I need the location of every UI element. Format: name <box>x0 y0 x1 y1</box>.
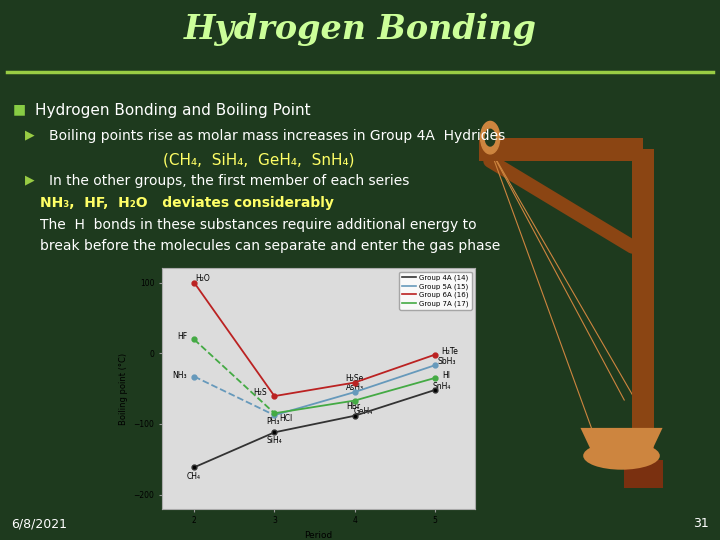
Text: The  H  bonds in these substances require additional energy to: The H bonds in these substances require … <box>40 218 476 232</box>
X-axis label: Period: Period <box>305 531 333 540</box>
Text: ■: ■ <box>13 103 26 117</box>
Y-axis label: Boiling point (°C): Boiling point (°C) <box>119 353 128 424</box>
Text: SbH₃: SbH₃ <box>438 357 456 366</box>
Text: ▶: ▶ <box>25 174 35 187</box>
Text: H₂Se: H₂Se <box>346 374 364 383</box>
Text: H₂O: H₂O <box>195 274 210 283</box>
Text: HBr: HBr <box>346 402 360 411</box>
Text: In the other groups, the first member of each series: In the other groups, the first member of… <box>49 174 410 188</box>
Text: H₂Te: H₂Te <box>441 347 458 355</box>
Text: 6/8/2021: 6/8/2021 <box>11 517 67 530</box>
Circle shape <box>485 129 495 146</box>
Text: AsH₃: AsH₃ <box>346 383 364 393</box>
Text: HCl: HCl <box>279 414 292 423</box>
Text: Boiling points rise as molar mass increases in Group 4A  Hydrides: Boiling points rise as molar mass increa… <box>49 129 505 143</box>
Circle shape <box>480 122 500 154</box>
Polygon shape <box>580 428 662 451</box>
Text: Hydrogen Bonding: Hydrogen Bonding <box>184 14 536 46</box>
FancyBboxPatch shape <box>480 138 644 161</box>
Text: NH₃: NH₃ <box>172 370 187 380</box>
Text: PH₃: PH₃ <box>266 417 279 426</box>
Legend: Group 4A (14), Group 5A (15), Group 6A (16), Group 7A (17): Group 4A (14), Group 5A (15), Group 6A (… <box>400 272 472 309</box>
Text: GeH₄: GeH₄ <box>353 407 372 416</box>
Text: H₂S: H₂S <box>253 388 267 397</box>
Text: SnH₄: SnH₄ <box>432 382 451 391</box>
Text: ▶: ▶ <box>25 129 35 141</box>
Text: HF: HF <box>177 332 187 341</box>
Text: 31: 31 <box>693 517 709 530</box>
Text: HI: HI <box>442 370 450 380</box>
FancyBboxPatch shape <box>624 461 662 488</box>
Text: CH₄: CH₄ <box>187 472 201 481</box>
Ellipse shape <box>583 442 660 470</box>
FancyBboxPatch shape <box>632 149 654 484</box>
Text: NH₃,  HF,  H₂O   deviates considerably: NH₃, HF, H₂O deviates considerably <box>40 196 333 210</box>
Text: break before the molecules can separate and enter the gas phase: break before the molecules can separate … <box>40 239 500 253</box>
Text: (CH₄,  SiH₄,  GeH₄,  SnH₄): (CH₄, SiH₄, GeH₄, SnH₄) <box>163 152 355 167</box>
Text: SiH₄: SiH₄ <box>266 436 282 446</box>
Text: Hydrogen Bonding and Boiling Point: Hydrogen Bonding and Boiling Point <box>35 103 310 118</box>
